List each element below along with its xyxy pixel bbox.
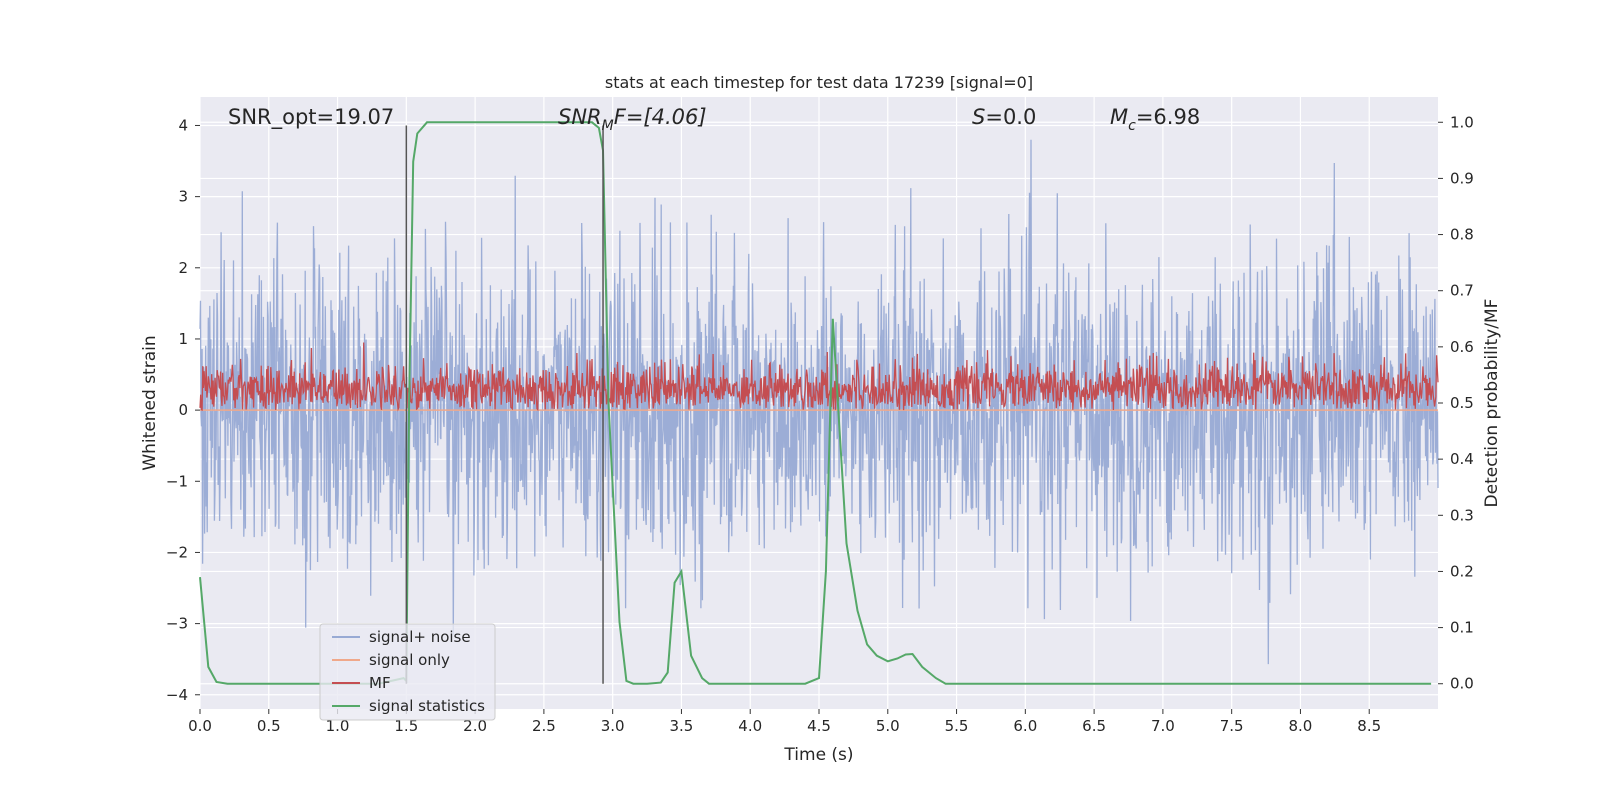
x-tick-label: 3.0: [601, 717, 625, 735]
y-axis-label-right: Detection probability/MF: [1482, 299, 1502, 508]
y-tick-label-left: −3: [166, 615, 188, 633]
y-tick-label-left: 0: [178, 401, 188, 419]
x-tick-label: 8.5: [1357, 717, 1381, 735]
y-tick-label-right: 0.7: [1450, 282, 1474, 300]
tick-labels: 0.0 0.5 1.0 1.5 2.0 2.5 3.0 3.5 4.0 4.5 5.0 5.5 6.0 6…: [166, 113, 1474, 735]
y-tick-label-left: 2: [178, 259, 188, 277]
y-tick-label-right: 0.6: [1450, 338, 1474, 356]
x-tick-label: 7.0: [1151, 717, 1175, 735]
y-tick-label-right: 0.5: [1450, 394, 1474, 412]
chart-title: stats at each timestep for test data 172…: [605, 73, 1033, 92]
x-tick-label: 2.5: [532, 717, 556, 735]
y-tick-label-left: 4: [178, 116, 188, 134]
y-tick-label-right: 0.3: [1450, 506, 1474, 524]
series-signal-statistics-line: [199, 121, 1432, 685]
legend-box: [319, 623, 496, 721]
y-tick-label-left: 1: [178, 330, 188, 348]
x-tick-label: 7.5: [1220, 717, 1244, 735]
x-tick-label: 5.5: [945, 717, 969, 735]
legend-label-signal-noise: signal+ noise: [369, 628, 471, 646]
y-tick-label-left: −4: [166, 686, 188, 704]
x-tick-label: 0.5: [257, 717, 281, 735]
y-tick-label-left: −1: [166, 472, 188, 490]
y-tick-label-right: 0.8: [1450, 226, 1474, 244]
x-tick-label: 1.0: [326, 717, 350, 735]
y-axis-label-left: Whitened strain: [140, 335, 160, 470]
x-tick-label: 6.0: [1013, 717, 1037, 735]
legend-label-signal-only: signal only: [369, 651, 450, 669]
annotation-snr-opt: SNR_opt=19.07: [228, 105, 394, 130]
y-tick-label-right: 0.9: [1450, 169, 1474, 187]
x-tick-label: 8.0: [1289, 717, 1313, 735]
y-tick-label-right: 0.0: [1450, 675, 1474, 693]
legend: signal+ noise signal only MF signal stat…: [319, 623, 496, 721]
x-tick-label: 0.0: [188, 717, 212, 735]
x-tick-label: 5.0: [876, 717, 900, 735]
annotation-snr-mf: SNRMF=[4.06]: [558, 105, 707, 134]
y-tick-label-left: 3: [178, 188, 188, 206]
legend-label-mf: MF: [369, 674, 391, 692]
y-tick-label-right: 1.0: [1450, 113, 1474, 131]
x-tick-label: 2.0: [463, 717, 487, 735]
annotation-s: S=0.0: [972, 105, 1036, 129]
y-tick-label-right: 0.1: [1450, 619, 1474, 637]
y-tick-label-right: 0.2: [1450, 562, 1474, 580]
x-tick-label: 4.5: [807, 717, 831, 735]
x-tick-label: 6.5: [1082, 717, 1106, 735]
legend-label-signal-statistics: signal statistics: [369, 697, 485, 715]
x-axis-label: Time (s): [783, 745, 853, 765]
y-tick-label-left: −2: [166, 543, 188, 561]
vertical-lines: [405, 125, 604, 684]
x-tick-label: 4.0: [738, 717, 762, 735]
x-tick-label: 1.5: [394, 717, 418, 735]
annotation-mc: Mc=6.98: [1110, 105, 1200, 134]
x-tick-label: 3.5: [670, 717, 694, 735]
y-tick-label-right: 0.4: [1450, 450, 1474, 468]
